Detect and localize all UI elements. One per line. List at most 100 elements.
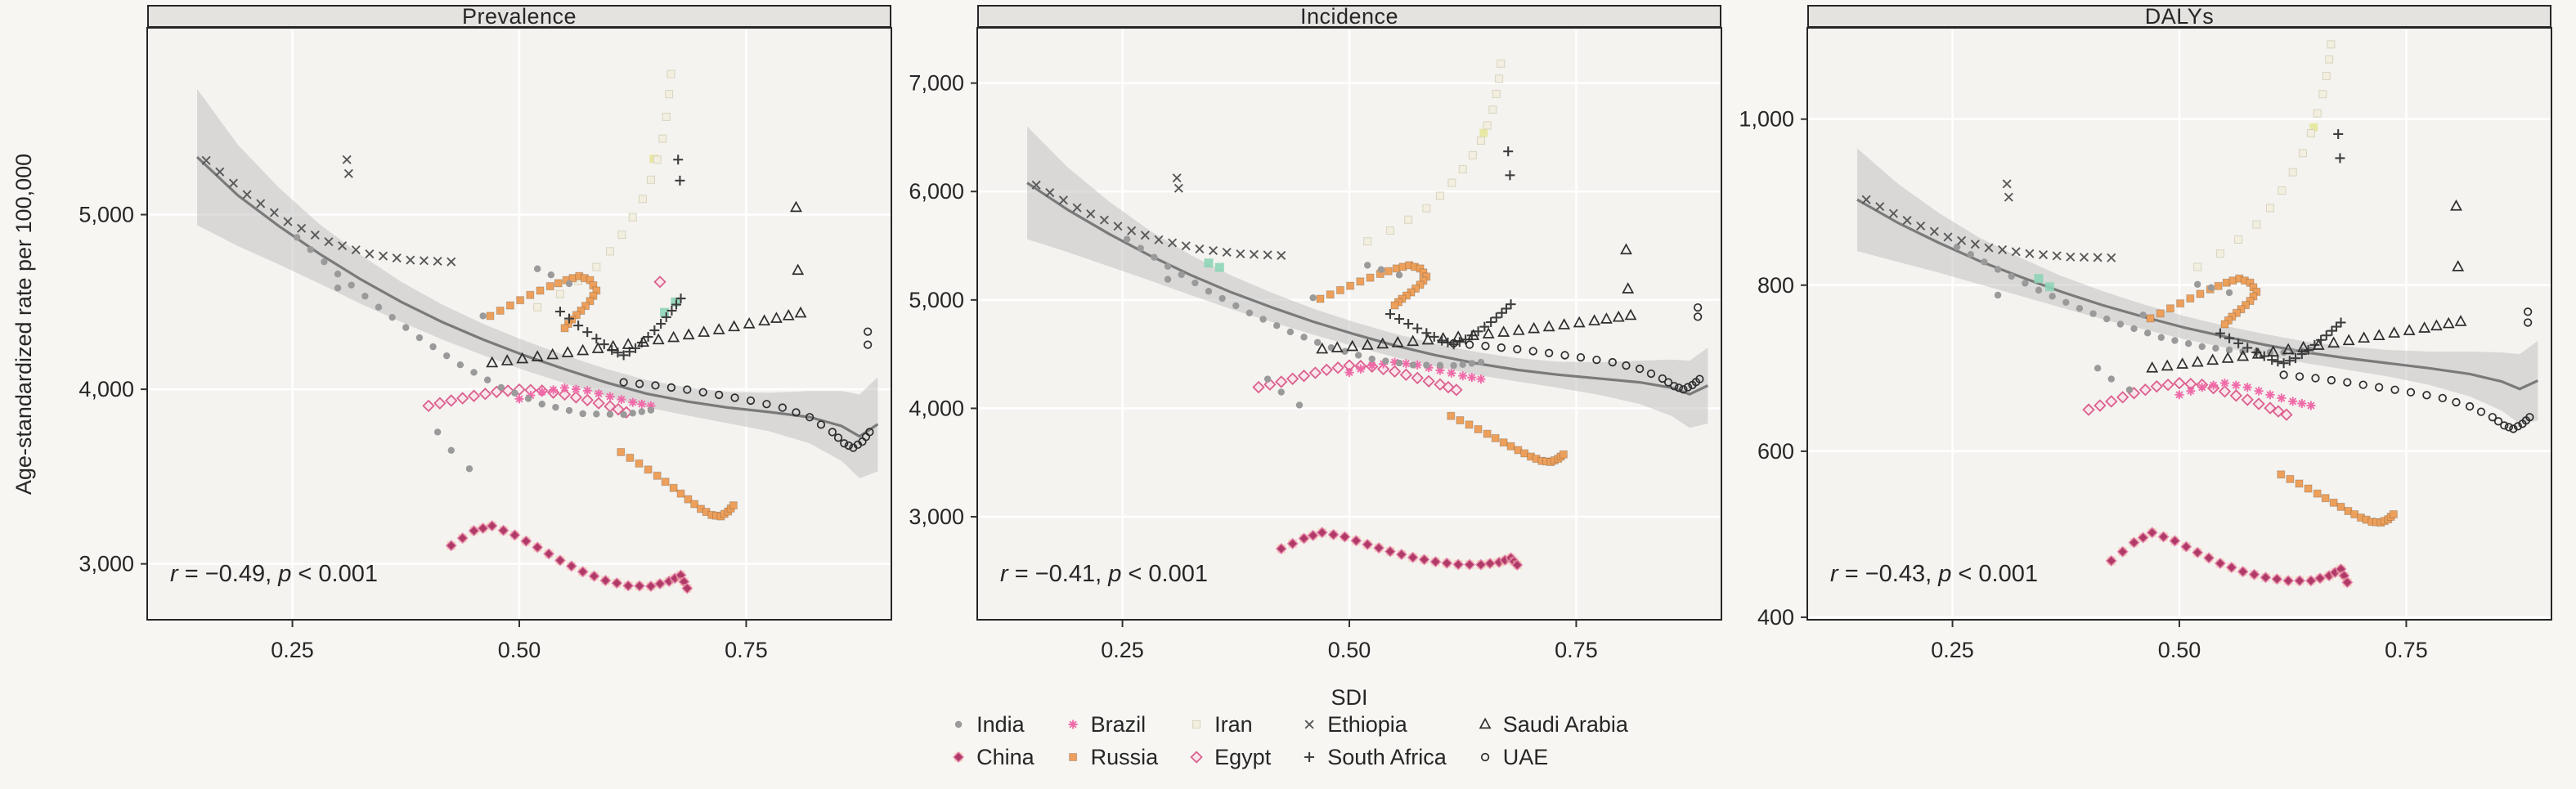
y-tick-label: 6,000 (909, 179, 964, 204)
x-tick-label: 0.75 (2385, 638, 2428, 662)
panel-2: 400 600 800 1,000 0.25 0.50 0.75 (1739, 27, 2552, 662)
legend-item-brazil: Brazil (1062, 708, 1159, 741)
legend-marker-india (954, 720, 963, 728)
legend-marker-saudi_arabia (1479, 717, 1492, 729)
legend-label-iran: Iran (1214, 711, 1253, 737)
series-uae (2279, 307, 2534, 433)
legend-item-iran: Iran (1186, 708, 1271, 741)
legend-label-russia: Russia (1090, 744, 1159, 769)
series-uae (1449, 303, 1704, 394)
series-saudi_arabia (1316, 243, 1637, 354)
legend-label-ethiopia: Ethiopia (1327, 711, 1407, 737)
correlation-annotation-incidence: r = −0.41, p < 0.001 (1000, 561, 1208, 587)
y-tick-label: 400 (1757, 605, 1794, 630)
trend-line (1026, 182, 1709, 396)
legend-label-china: China (976, 744, 1034, 769)
legend-marker-brazil (1068, 720, 1078, 729)
y-tick-label: 600 (1757, 439, 1794, 464)
series-brazil (1344, 357, 1486, 384)
x-tick-label: 0.75 (725, 638, 768, 662)
series-ethiopia (1861, 179, 2116, 262)
confidence-band (1027, 126, 1708, 428)
panel-title: Prevalence (461, 3, 577, 29)
series-iran (1363, 59, 1506, 246)
x-tick-label: 0.50 (2158, 638, 2201, 662)
series-iran (2193, 40, 2336, 271)
correlation-annotation-prevalence: r = −0.49, p < 0.001 (170, 561, 378, 587)
gridlines (1807, 28, 2551, 620)
trend-line (195, 155, 879, 438)
trend-line (1856, 198, 2539, 391)
panel-header-dalys: DALYs (1807, 3, 2551, 29)
y-tick-label: 5,000 (909, 288, 964, 312)
series-india (293, 234, 655, 473)
legend-item-russia: Russia (1062, 741, 1159, 773)
series-brazil (514, 383, 656, 410)
x-axis-title: SDI (1331, 685, 1368, 710)
y-tick-label: 4,000 (909, 396, 964, 420)
y-tick-label: 1,000 (1739, 107, 1794, 132)
x-tick-label: 0.75 (1555, 638, 1598, 662)
axis-ticks: 3,000 4,000 5,000 0.25 0.50 0.75 (79, 203, 767, 662)
x-tick-label: 0.25 (1101, 638, 1144, 662)
panel-title: DALYs (2144, 3, 2215, 29)
y-tick-label: 800 (1757, 273, 1794, 298)
y-tick-label: 4,000 (79, 377, 134, 401)
series-egypt (2082, 376, 2293, 421)
legend-label-south_africa: South Africa (1327, 744, 1447, 769)
legend-marker-iran (1192, 720, 1201, 728)
legend-marker-uae (1480, 752, 1489, 762)
panel-header-incidence: Incidence (977, 3, 1721, 29)
series-russia (1316, 261, 1568, 467)
accent-markers (2034, 123, 2318, 292)
accent-markers (1204, 128, 1488, 272)
series-saudi_arabia (2146, 199, 2467, 373)
axis-ticks: 400 600 800 1,000 0.25 0.50 0.75 (1739, 107, 2427, 662)
series-russia (2146, 274, 2398, 527)
x-tick-label: 0.25 (271, 638, 314, 662)
legend-marker-china (953, 751, 965, 763)
confidence-band (197, 88, 878, 479)
y-tick-label: 5,000 (79, 203, 134, 227)
panel-1: 3,000 4,000 5,000 6,000 7,000 0.25 0.50 0.75 (909, 27, 1722, 662)
x-tick-label: 0.50 (1328, 638, 1371, 662)
axis-ticks: 3,000 4,000 5,000 6,000 7,000 0.25 0.50 0.75 (909, 71, 1597, 662)
series-china (1275, 527, 1524, 572)
legend-item-india: India (948, 708, 1034, 741)
series-iran (533, 69, 675, 312)
series-saudi_arabia (486, 200, 807, 368)
series-russia (486, 271, 738, 521)
legend-label-india: India (976, 711, 1025, 737)
y-axis-title: Age-standardized rate per 100,000 (11, 153, 37, 495)
series-china (2105, 527, 2354, 589)
legend-label-egypt: Egypt (1214, 744, 1272, 769)
legend-marker-ethiopia (1304, 720, 1314, 729)
series-uae (619, 327, 874, 452)
x-tick-label: 0.50 (498, 638, 541, 662)
y-tick-label: 7,000 (909, 71, 964, 96)
series-south_africa (2215, 128, 2346, 369)
correlation-annotation-dalys: r = −0.43, p < 0.001 (1830, 561, 2038, 587)
legend-item-saudi_arabia: Saudi Arabia (1474, 708, 1628, 741)
legend-item-china: China (948, 741, 1034, 773)
legend-label-brazil: Brazil (1090, 711, 1147, 737)
confidence-band (1857, 148, 2538, 424)
legend-marker-russia (1068, 753, 1077, 761)
series-brazil (2174, 379, 2316, 410)
legend: India China Brazil Russia Iran Egypt Ethiopia S… (948, 708, 1628, 773)
legend-label-uae: UAE (1502, 744, 1549, 769)
y-tick-label: 3,000 (909, 504, 964, 529)
series-ethiopia (1031, 173, 1286, 260)
legend-marker-egypt (1190, 751, 1203, 764)
panel-title: Incidence (1299, 3, 1399, 29)
legend-item-uae: UAE (1474, 741, 1628, 773)
legend-label-saudi_arabia: Saudi Arabia (1502, 711, 1628, 737)
series-china (445, 520, 693, 594)
y-tick-label: 3,000 (79, 552, 134, 576)
panel-0: 3,000 4,000 5,000 0.25 0.50 0.75 (79, 27, 892, 662)
series-ethiopia (201, 155, 456, 267)
panel-header-prevalence: Prevalence (147, 3, 891, 29)
legend-item-egypt: Egypt (1186, 741, 1271, 773)
